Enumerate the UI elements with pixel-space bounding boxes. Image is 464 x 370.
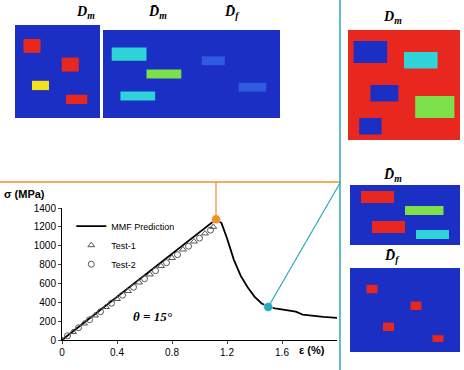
svg-text:200: 200	[39, 316, 56, 327]
svg-text:D̄​m​: D̄​m​	[383, 167, 402, 184]
svg-text:1200: 1200	[34, 221, 57, 232]
svg-text:MMF Prediction: MMF Prediction	[111, 222, 174, 232]
svg-text:0.4: 0.4	[110, 347, 124, 358]
svg-text:θ = 15°: θ = 15°	[133, 309, 173, 324]
svg-text:1400: 1400	[34, 203, 57, 214]
svg-text:D​m​: D​m​	[76, 4, 95, 21]
svg-text:0.8: 0.8	[165, 347, 179, 358]
svg-text:Test-2: Test-2	[111, 260, 136, 270]
svg-text:800: 800	[39, 259, 56, 270]
svg-text:1.6: 1.6	[275, 347, 289, 358]
svg-text:400: 400	[39, 297, 56, 308]
svg-text:σ (MPa): σ (MPa)	[4, 188, 45, 200]
svg-text:1.2: 1.2	[220, 347, 234, 358]
svg-text:D̄​f​: D̄​f​	[224, 4, 240, 21]
svg-text:D̄​f​: D̄​f​	[384, 248, 400, 265]
svg-text:ε (%): ε (%)	[299, 344, 325, 356]
svg-text:0: 0	[59, 347, 65, 358]
svg-text:0: 0	[50, 335, 56, 346]
svg-text:D̄​m​: D̄​m​	[148, 4, 167, 21]
svg-text:600: 600	[39, 278, 56, 289]
svg-text:1000: 1000	[34, 240, 57, 251]
svg-text:D​m​: D​m​	[383, 9, 402, 26]
svg-text:Test-1: Test-1	[111, 241, 136, 251]
